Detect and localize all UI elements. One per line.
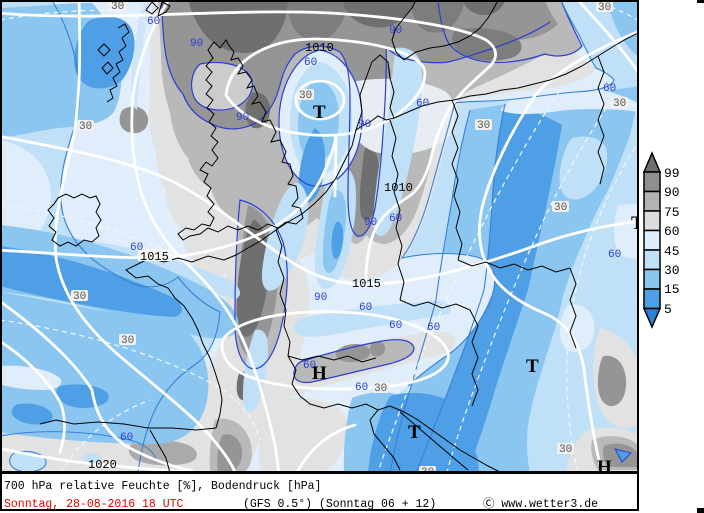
svg-text:60: 60 [359,302,372,314]
svg-text:T: T [526,356,539,377]
svg-text:30: 30 [79,121,92,133]
svg-text:30: 30 [299,90,312,102]
svg-text:1010: 1010 [305,41,334,55]
svg-text:30: 30 [598,2,611,14]
svg-text:60: 60 [120,432,133,444]
svg-text:60: 60 [416,98,429,110]
svg-text:90: 90 [190,38,203,50]
svg-text:30: 30 [111,1,124,13]
svg-text:60: 60 [355,382,368,394]
svg-text:75: 75 [664,205,680,220]
svg-text:90: 90 [664,185,680,200]
svg-text:90: 90 [389,25,402,37]
svg-text:60: 60 [389,213,402,225]
svg-text:60: 60 [389,320,402,332]
svg-text:H: H [312,363,327,384]
svg-text:60: 60 [608,249,621,261]
svg-text:(GFS 0.5°) (Sonntag 06 + 12): (GFS 0.5°) (Sonntag 06 + 12) [243,498,436,511]
svg-text:60: 60 [427,322,440,334]
svg-text:700 hPa relative Feuchte [%],: 700 hPa relative Feuchte [%], Bodendruck… [4,480,321,493]
svg-text:30: 30 [559,444,572,456]
svg-text:T: T [631,213,644,234]
svg-text:90: 90 [364,217,377,229]
svg-text:60: 60 [303,360,316,372]
svg-text:30: 30 [554,202,567,214]
svg-text:5: 5 [664,302,672,317]
svg-text:90: 90 [314,292,327,304]
svg-text:15: 15 [664,282,680,297]
svg-text:1020: 1020 [88,458,117,472]
svg-text:30: 30 [121,335,134,347]
svg-text:90: 90 [236,112,249,124]
svg-text:30: 30 [374,383,387,395]
svg-text:1010: 1010 [384,181,413,195]
svg-text:Ⓒ www.wetter3.de: Ⓒ www.wetter3.de [483,497,598,511]
svg-text:H: H [597,457,612,478]
svg-text:60: 60 [304,57,317,69]
svg-text:45: 45 [664,244,680,259]
svg-text:60: 60 [130,242,143,254]
svg-text:90: 90 [358,119,371,131]
svg-text:30: 30 [421,467,434,479]
svg-text:60: 60 [664,224,680,239]
svg-text:30: 30 [613,98,626,110]
svg-text:30: 30 [477,120,490,132]
svg-text:60: 60 [603,83,616,95]
svg-text:30: 30 [664,263,680,278]
svg-text:T: T [313,102,326,123]
svg-text:1015: 1015 [352,277,381,291]
svg-text:Sonntag, 28-08-2016 18 UTC: Sonntag, 28-08-2016 18 UTC [4,498,184,511]
svg-text:99: 99 [664,166,680,181]
svg-text:1015: 1015 [140,250,169,264]
svg-text:30: 30 [73,291,86,303]
svg-text:60: 60 [147,16,160,28]
svg-text:T: T [408,422,421,443]
